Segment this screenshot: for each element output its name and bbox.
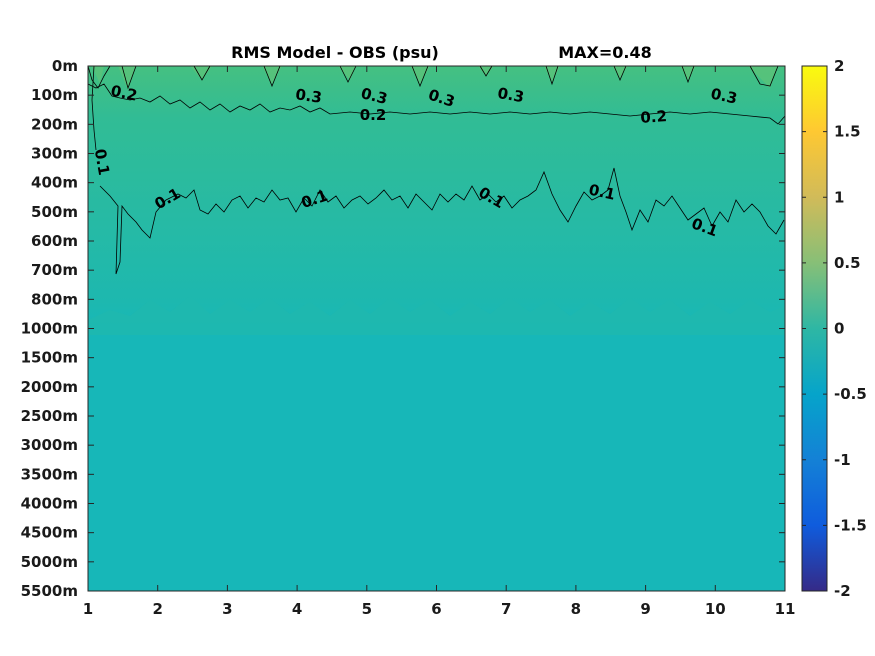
deep-transition-edge [88, 296, 785, 335]
x-tick-label: 8 [571, 600, 581, 618]
contour-line-0.3 [87, 65, 779, 90]
colorbar-tick-label: -2 [834, 582, 851, 600]
y-tick-label: 1500m [21, 349, 78, 367]
y-tick-label: 2000m [21, 378, 78, 396]
colorbar-tick-label: -1 [834, 451, 851, 469]
y-tick-label: 100m [31, 86, 78, 104]
colorbar-tick-label: 1.5 [834, 123, 861, 141]
y-tick-label: 3000m [21, 436, 78, 454]
y-tick-label: 200m [31, 115, 78, 133]
colorbar: 2 1.5 1 0.5 0 -0.5 -1 -1.5 -2 [801, 57, 867, 600]
y-tick-label: 300m [31, 145, 78, 163]
colorbar-tick-label: -1.5 [834, 516, 867, 534]
colorbar-tick-label: 2 [834, 57, 844, 75]
y-tick-label: 4500m [21, 524, 78, 542]
colorbar-scale [801, 65, 828, 592]
x-tick-label: 3 [222, 600, 232, 618]
x-tick-label: 10 [705, 600, 726, 618]
y-tick-label: 0m [52, 57, 78, 75]
x-axis: 1 2 3 4 5 6 7 8 9 10 11 [83, 66, 796, 618]
y-tick-label: 2500m [21, 407, 78, 425]
y-tick-label: 5000m [21, 553, 78, 571]
contour-label: 0.2 [109, 82, 139, 105]
y-tick-label: 1000m [21, 320, 78, 338]
x-tick-label: 2 [152, 600, 162, 618]
colorbar-ticks: 2 1.5 1 0.5 0 -0.5 -1 -1.5 -2 [802, 57, 867, 600]
x-tick-label: 11 [775, 600, 796, 618]
y-tick-label: 5500m [21, 582, 78, 600]
y-tick-label: 400m [31, 174, 78, 192]
contour-line-0.1-left [91, 65, 97, 151]
y-tick-label: 600m [31, 232, 78, 250]
contour-line-0.2 [87, 83, 786, 125]
y-tick-label: 700m [31, 261, 78, 279]
colorbar-tick-label: 1 [834, 188, 844, 206]
x-tick-label: 4 [292, 600, 302, 618]
colorbar-tick-label: 0.5 [834, 254, 861, 272]
contour-label: 0.3 [496, 84, 525, 106]
y-tick-label: 3500m [21, 465, 78, 483]
contour-label: 0.3 [709, 85, 739, 108]
contour-label: 0.3 [294, 85, 323, 107]
max-value-label: MAX=0.48 [558, 43, 652, 62]
contour-label: 0.1 [587, 181, 617, 204]
x-tick-label: 7 [501, 600, 511, 618]
x-tick-label: 1 [83, 600, 93, 618]
contour-label: 0.2 [360, 106, 387, 124]
y-tick-label: 500m [31, 203, 78, 221]
x-tick-label: 5 [362, 600, 372, 618]
plot-area: 0.2 0.3 0.3 0.2 0.3 0.3 0.2 0.3 0.1 0.1 … [21, 57, 796, 618]
contour-label: 0.1 [91, 147, 113, 176]
y-tick-label: 4000m [21, 495, 78, 513]
x-tick-label: 9 [640, 600, 650, 618]
colorbar-tick-label: 0 [834, 320, 844, 338]
y-tick-label: 800m [31, 290, 78, 308]
contour-label: 0.2 [640, 107, 668, 127]
contour-label: 0.3 [359, 84, 389, 108]
y-axis: 0m 100m 200m 300m 400m 500m 600m 700m 800m 1000m 1… [21, 57, 785, 600]
x-tick-label: 6 [431, 600, 441, 618]
colorbar-tick-label: -0.5 [834, 385, 867, 403]
contour-line-0.1 [99, 167, 785, 275]
chart-title: RMS Model - OBS (psu) [231, 43, 439, 62]
